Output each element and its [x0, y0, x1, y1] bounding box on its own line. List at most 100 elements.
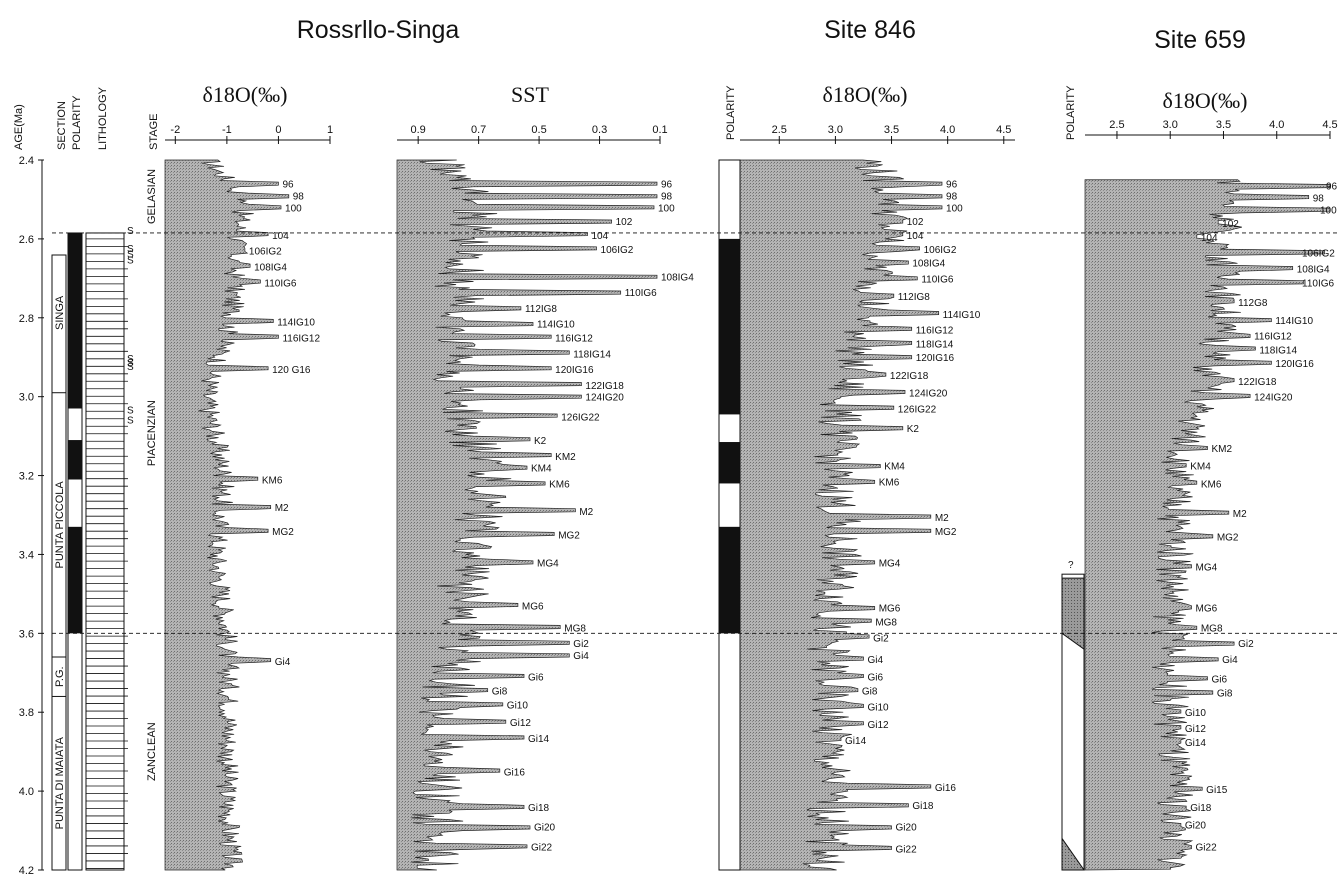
- stage-label: ZANCLEAN: [146, 722, 158, 781]
- event-label: MG4: [537, 558, 559, 569]
- event-label: 110IG6: [625, 288, 657, 299]
- polarity-659-shaded: [1061, 577, 1085, 651]
- event-label: MG8: [564, 623, 586, 634]
- event-label: Gi2: [573, 639, 589, 650]
- section-label: PUNTA DI MAIATA: [54, 736, 66, 829]
- event-label: M2: [275, 503, 289, 514]
- event-label: 108IG4: [254, 263, 287, 274]
- event-label: Gi4: [1222, 655, 1238, 666]
- x-tick-label: 3.0: [1163, 119, 1178, 131]
- sapropel-mark: S: [127, 226, 134, 237]
- event-label: 116IG12: [282, 334, 320, 345]
- event-label: 114IG10: [1275, 316, 1313, 327]
- x-tick-label: 0.9: [411, 124, 426, 136]
- event-label: 122IG18: [585, 381, 624, 392]
- x-tick-label: 0.1: [652, 124, 667, 136]
- event-label: 98: [1313, 193, 1325, 204]
- event-label: KM6: [262, 476, 283, 487]
- event-label: Gi12: [510, 718, 532, 729]
- event-label: M2: [935, 513, 949, 524]
- event-label: 96: [1326, 182, 1338, 193]
- event-label: 118IG14: [916, 339, 954, 350]
- event-label: 112G8: [1238, 298, 1268, 309]
- event-label: 114IG10: [537, 320, 575, 331]
- event-label: 102: [907, 217, 924, 228]
- event-label: 110IG6: [264, 278, 296, 289]
- polarity-846-normal: [719, 238, 740, 415]
- event-label: MG6: [1196, 604, 1218, 615]
- x-tick-label: 3.0: [828, 124, 843, 136]
- x-tick-label: 0.3: [592, 124, 607, 136]
- event-label: 120 G16: [272, 365, 311, 376]
- lithology-column-header: LITHOLOGY: [97, 86, 109, 150]
- panel-title-846-d18o: δ18O(‰): [823, 82, 908, 107]
- event-label: 114IG10: [277, 318, 315, 329]
- event-label: MG4: [879, 558, 901, 569]
- panel-title-659-d18o: δ18O(‰): [1163, 88, 1248, 113]
- event-label: 102: [616, 217, 633, 228]
- event-label: 98: [293, 192, 305, 203]
- event-label: Gi14: [1185, 738, 1207, 749]
- event-label: Gi22: [1196, 842, 1218, 853]
- event-label: 96: [282, 180, 294, 191]
- event-label: 104: [1201, 233, 1218, 244]
- event-label: Gi14: [528, 734, 550, 745]
- title-site-659: Site 659: [1154, 26, 1246, 54]
- isotope-record-area: [164, 159, 290, 871]
- isotope-record-area: [396, 159, 658, 871]
- event-label: 120IG16: [916, 353, 955, 364]
- event-label: Gi4: [275, 657, 291, 668]
- event-label: M2: [1233, 509, 1247, 520]
- event-label: 108IG4: [1297, 264, 1330, 275]
- event-label: 108IG4: [661, 272, 694, 283]
- event-label: 124IG20: [1254, 393, 1293, 404]
- sapropel-mark: S: [127, 405, 134, 416]
- event-label: Gi15: [1206, 785, 1228, 796]
- x-tick-label: 4.0: [940, 124, 955, 136]
- event-label: KM6: [549, 479, 570, 490]
- event-label: Gi22: [896, 844, 918, 855]
- event-label: 118IG14: [1259, 345, 1297, 356]
- sapropel-mark: S: [127, 250, 134, 261]
- event-label: 108IG4: [912, 259, 945, 270]
- event-label: 110IG6: [1302, 278, 1334, 289]
- sapropel-mark: S: [127, 244, 134, 255]
- event-label: MG2: [935, 527, 957, 538]
- age-tick-label: 3.0: [19, 392, 34, 404]
- event-label: 116IG12: [1254, 332, 1292, 343]
- event-label: 124IG20: [909, 389, 948, 400]
- x-tick-label: -1: [222, 124, 232, 136]
- age-tick-label: 2.6: [19, 234, 34, 246]
- isotope-record-area: [1084, 179, 1331, 871]
- event-label: 100: [285, 203, 302, 214]
- event-label: Gi18: [912, 801, 934, 812]
- age-tick-label: 3.2: [19, 471, 34, 483]
- event-label: MG8: [1201, 623, 1223, 634]
- event-label: Gi8: [492, 687, 508, 698]
- event-label: Gi22: [531, 842, 553, 853]
- event-label: 126IG22: [561, 412, 600, 423]
- polarity-normal-block: [68, 440, 82, 480]
- polarity-659-header: POLARITY: [1065, 85, 1077, 140]
- event-label: Gi8: [1217, 689, 1233, 700]
- section-label: SINGA: [54, 295, 66, 330]
- polarity-column-header: POLARITY: [71, 95, 83, 150]
- event-label: 112IG8: [525, 304, 557, 315]
- event-label: KM6: [1201, 479, 1222, 490]
- age-tick-label: 2.8: [19, 313, 34, 325]
- event-label: 126IG22: [898, 405, 937, 416]
- title-site-846: Site 846: [824, 16, 916, 44]
- x-tick-label: 4.5: [1322, 119, 1337, 131]
- x-tick-label: 0.7: [471, 124, 486, 136]
- event-label: 106IG2: [249, 247, 282, 258]
- event-label: 104: [272, 231, 289, 242]
- event-label: 122IG18: [1238, 377, 1277, 388]
- panel-title-sst: SST: [511, 82, 549, 107]
- polarity-846-normal: [719, 526, 740, 634]
- event-label: Gi6: [1212, 675, 1228, 686]
- event-label: 106IG2: [601, 245, 634, 256]
- event-label: 118IG14: [573, 349, 611, 360]
